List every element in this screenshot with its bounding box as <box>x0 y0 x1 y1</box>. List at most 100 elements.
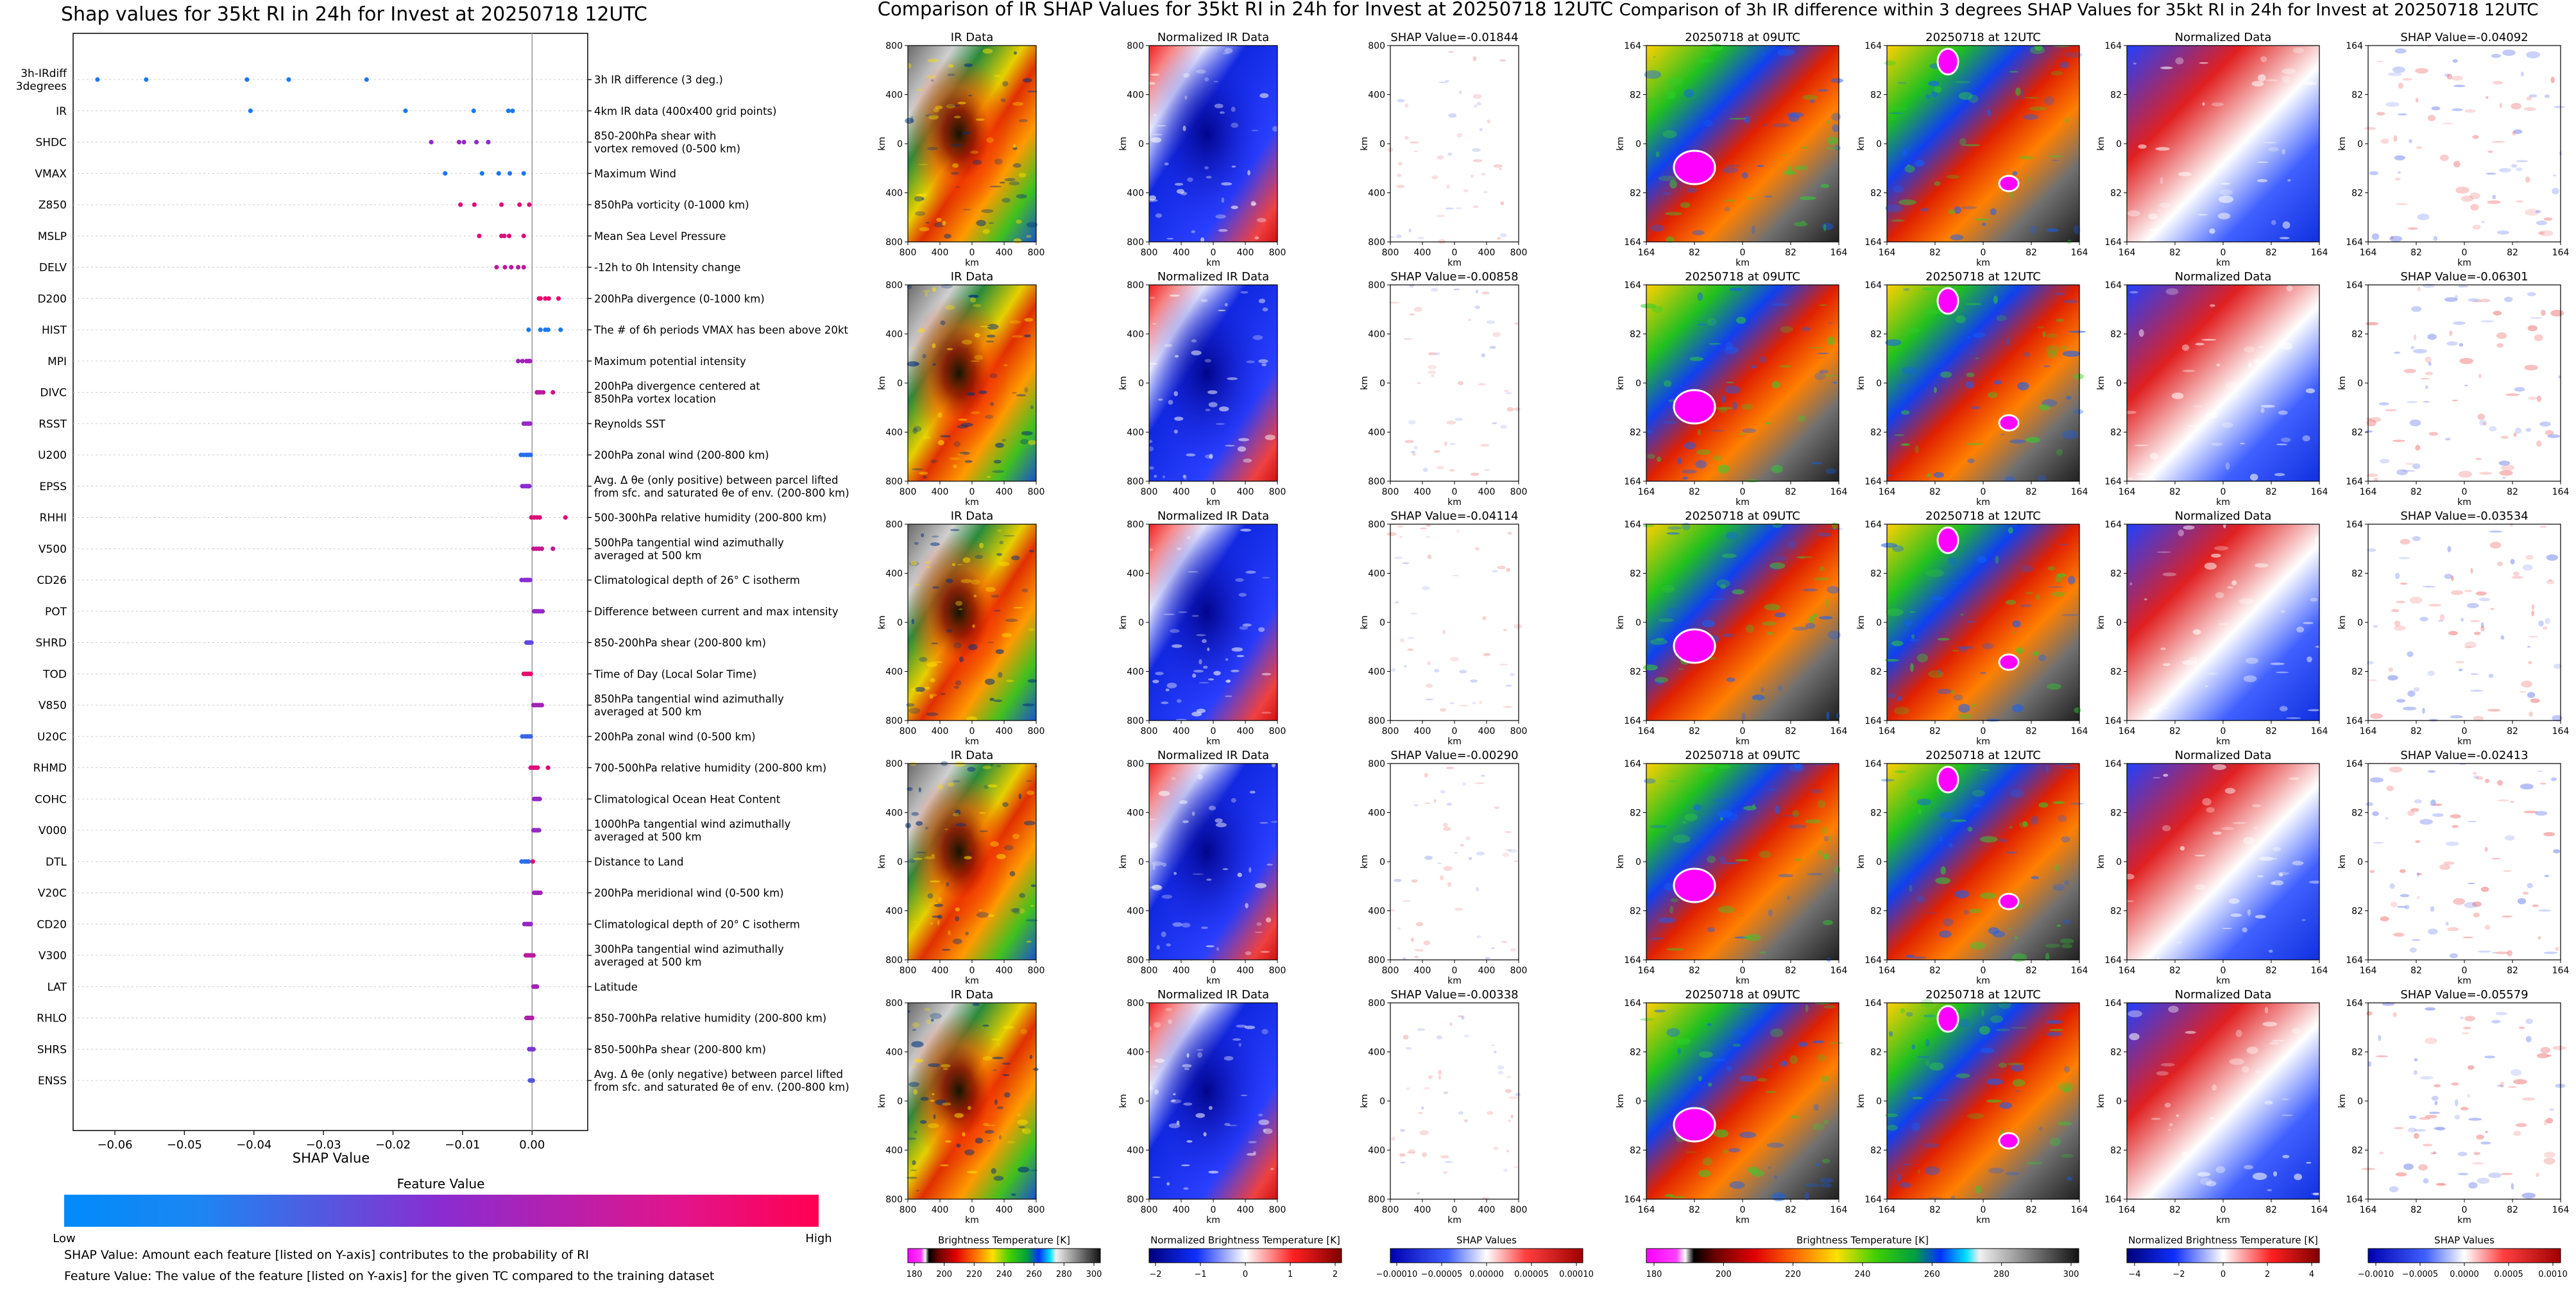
x-tick-label: 0 <box>1452 1205 1458 1215</box>
shap-point <box>502 234 507 239</box>
x-tick-label: 800 <box>900 248 917 258</box>
y-tick-label: 800 <box>1368 1195 1385 1205</box>
shap-point <box>496 171 501 176</box>
x-tick-label: 0 <box>2462 487 2468 497</box>
y-tick-label: 82 <box>1630 667 1641 678</box>
colorbar: Brightness Temperature [K] 180 200 220 240 26… <box>907 1234 1102 1279</box>
y-tick-label: 400 <box>1127 1146 1144 1156</box>
shap-point <box>516 264 521 270</box>
feature-description: Avg. Δ θe (only negative) between parcel… <box>594 1068 849 1093</box>
feature-description: Latitude <box>594 981 638 993</box>
colorbar-title: Brightness Temperature [K] <box>938 1234 1070 1246</box>
x-tick-label: 164 <box>2071 487 2088 497</box>
cold-cloud-blob <box>1998 653 2020 671</box>
cold-cloud-blob <box>1998 892 2020 910</box>
x-tick-label: 164 <box>2119 1205 2136 1215</box>
y-tick-label: 0 <box>897 139 903 149</box>
y-tick-label: 164 <box>1624 1195 1641 1205</box>
y-tick-label: 164 <box>2104 41 2122 51</box>
right-title: Comparison of 3h IR difference within 3 … <box>1619 1 2539 20</box>
y-axis-label: km <box>877 376 887 390</box>
y-axis-label: km <box>2096 1094 2106 1108</box>
x-tick-label: 0 <box>2462 966 2468 976</box>
x-axis-label: SHAP Value <box>293 1150 370 1166</box>
y-tick-label: 164 <box>2104 1195 2122 1205</box>
panel-title: Normalized IR Data <box>1157 31 1269 44</box>
y-axis-label: km <box>877 137 887 151</box>
cold-cloud-blob <box>1998 1132 2020 1150</box>
x-tick-label: 164 <box>1830 487 1848 497</box>
y-tick-label: 0 <box>1635 1097 1641 1107</box>
shap-point <box>550 546 556 551</box>
y-tick-label: 82 <box>2351 907 2363 917</box>
x-tick-label: −0.01 <box>445 1138 480 1152</box>
colorbar: Normalized Brightness Temperature [K] −4 −… <box>2126 1234 2320 1279</box>
x-tick-label: 164 <box>2071 248 2088 258</box>
x-tick-label: 82 <box>2169 726 2181 737</box>
feature-description: Distance to Land <box>594 856 683 868</box>
y-tick-label: 400 <box>1127 569 1144 579</box>
colorbar-tick: 260 <box>1924 1270 1940 1279</box>
y-tick-label: 400 <box>885 569 903 579</box>
panel-title: IR Data <box>951 270 994 284</box>
feature-label: U200 <box>38 449 67 462</box>
feature-label: V20C <box>38 887 67 900</box>
y-tick-label: 400 <box>1127 667 1144 678</box>
x-tick-label: 164 <box>2071 726 2088 737</box>
explanation-notes: SHAP Value: Amount each feature [listed … <box>64 1245 714 1287</box>
x-tick-label: 164 <box>2360 248 2377 258</box>
y-tick-label: 0 <box>2357 139 2363 149</box>
shap-point <box>528 921 533 926</box>
feature-label: U20C <box>37 731 67 744</box>
y-tick-label: 164 <box>2346 759 2363 769</box>
shap-point <box>536 828 542 833</box>
y-tick-label: 0 <box>1138 1097 1144 1107</box>
y-tick-label: 82 <box>2110 907 2122 917</box>
y-axis-label: km <box>2337 137 2348 151</box>
feature-label: TOD <box>42 668 67 681</box>
colorbar-tick: 2 <box>1333 1270 1338 1279</box>
x-tick-label: 800 <box>1028 726 1045 737</box>
y-tick-label: 82 <box>2110 808 2122 819</box>
y-axis-label: km <box>2096 376 2106 390</box>
x-tick-label: 800 <box>1028 1205 1045 1215</box>
y-tick-label: 82 <box>1870 569 1882 579</box>
y-tick-label: 0 <box>1379 857 1385 867</box>
y-axis-label: km <box>1360 615 1370 629</box>
x-tick-label: −0.06 <box>97 1138 132 1152</box>
x-tick-label: 0 <box>1981 248 1986 258</box>
shap-point <box>527 577 533 583</box>
y-tick-label: 82 <box>1630 90 1641 101</box>
shap-point <box>539 703 545 708</box>
x-tick-label: 82 <box>2169 248 2181 258</box>
y-tick-label: 0 <box>2116 1097 2122 1107</box>
x-tick-label: 800 <box>1269 966 1286 976</box>
x-tick-label: 0 <box>1211 487 1216 497</box>
x-tick-label: 0 <box>2221 726 2226 737</box>
x-tick-label: 164 <box>2311 487 2328 497</box>
y-tick-label: 0 <box>1138 379 1144 389</box>
panel-title: Normalized IR Data <box>1157 509 1269 523</box>
x-tick-label: 82 <box>2410 248 2422 258</box>
x-tick-label: 82 <box>1689 726 1700 737</box>
x-axis-label: km <box>1736 976 1750 986</box>
shap-point <box>527 359 533 364</box>
x-axis-label: km <box>1447 737 1462 747</box>
x-tick-label: 82 <box>2410 966 2422 976</box>
x-tick-label: 0 <box>2221 966 2226 976</box>
feature-description: Climatological Ocean Heat Content <box>594 793 781 805</box>
panel-title: IR Data <box>951 749 994 762</box>
panel-title: Normalized Data <box>2175 31 2272 44</box>
x-axis-label: km <box>1206 737 1220 747</box>
x-tick-label: 800 <box>1269 487 1286 497</box>
shap-point <box>546 296 551 301</box>
feature-description: 850-700hPa relative humidity (200-800 km… <box>594 1012 826 1025</box>
x-tick-label: 82 <box>1689 248 1700 258</box>
